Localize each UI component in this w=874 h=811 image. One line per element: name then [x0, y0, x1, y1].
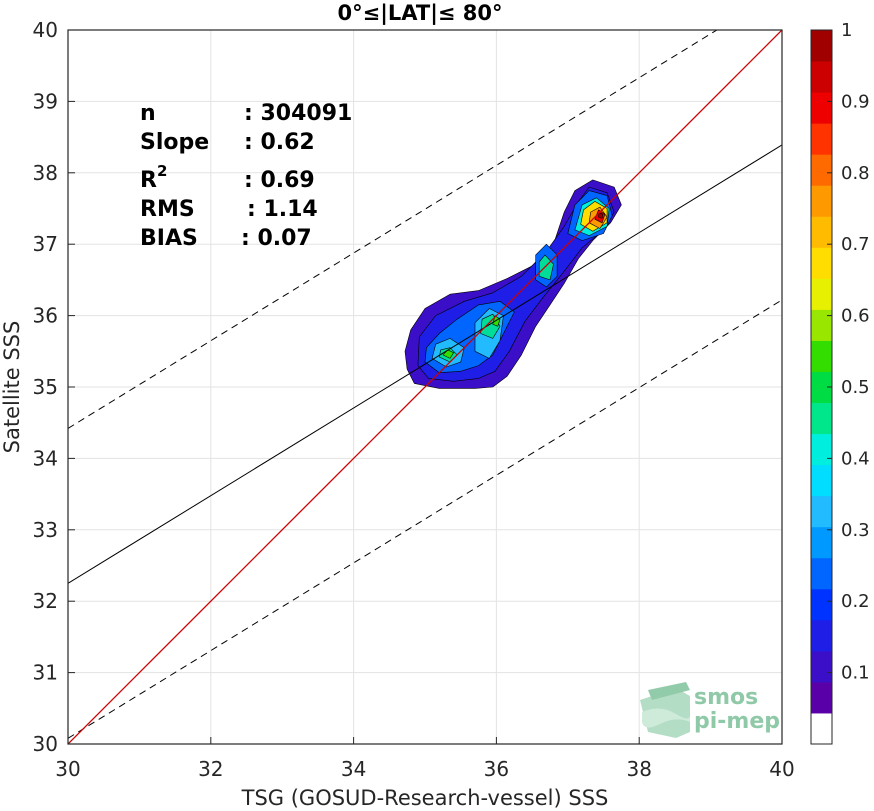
- colorbar-segment: [811, 712, 832, 745]
- stat-bias-value: : 0.07: [241, 226, 312, 251]
- y-tick-label: 40: [33, 18, 58, 42]
- colorbar-tick-label: 0.3: [841, 520, 870, 541]
- colorbar-segment: [811, 433, 832, 466]
- x-tick-label: 32: [198, 757, 223, 781]
- x-axis-label: TSG (GOSUD-Research-vessel) SSS: [241, 786, 609, 810]
- colorbar-segment: [811, 309, 832, 341]
- colorbar-tick-label: 0.5: [841, 377, 870, 398]
- colorbar-tick-label: 0.6: [841, 306, 870, 327]
- identity-line: [68, 30, 782, 744]
- y-tick-label: 36: [33, 304, 58, 328]
- x-axis-ticks: 30 32 34 36 38 40: [55, 737, 795, 781]
- colorbar-segment: [811, 340, 832, 372]
- colorbar-segment: [811, 371, 832, 404]
- x-tick-label: 38: [626, 757, 651, 781]
- upper-bound-line: [68, 30, 718, 429]
- colorbar-segment: [811, 123, 832, 155]
- colorbar-tick-label: 0.2: [841, 591, 870, 612]
- stat-n-label: n: [140, 101, 156, 126]
- colorbar-segment: [811, 61, 832, 93]
- y-axis-label: Satellite SSS: [0, 321, 24, 454]
- colorbar-tick-label: 0.8: [841, 163, 870, 184]
- stat-r2-superscript: 2: [157, 162, 167, 180]
- y-tick-label: 37: [33, 232, 58, 256]
- y-tick-label: 32: [33, 589, 58, 613]
- colorbar-segment: [811, 619, 832, 652]
- regression-line: [68, 144, 782, 584]
- colorbar-ticks: 0.1 0.2 0.3 0.4 0.5 0.6 0.7 0.8 0.9 1: [827, 20, 870, 684]
- stat-r2-value: : 0.69: [244, 168, 315, 193]
- y-axis-ticks: 30 31 32 33 34 35 36 37 38 39 40: [33, 18, 75, 756]
- colorbar-segment: [811, 92, 832, 124]
- colorbar-segment: [811, 154, 832, 186]
- logo-line2: pi-mep: [694, 709, 780, 734]
- colorbar-segment: [811, 650, 832, 683]
- stat-r2-label: R: [140, 168, 157, 193]
- colorbar-tick-label: 0.4: [841, 448, 870, 469]
- colorbar-segment: [811, 216, 832, 248]
- colorbar-segment: [811, 30, 832, 62]
- colorbar-segment: [811, 185, 832, 217]
- colorbar-tick-label: 1: [841, 20, 852, 41]
- stat-slope-label: Slope: [140, 130, 209, 155]
- x-tick-label: 34: [341, 757, 366, 781]
- y-tick-label: 35: [33, 375, 58, 399]
- colorbar-segment: [811, 526, 832, 559]
- colorbar-tick-label: 0.9: [841, 91, 870, 112]
- y-tick-label: 39: [33, 89, 58, 113]
- chart-title: 0°≤|LAT|≤ 80°: [337, 1, 502, 26]
- colorbar: [810, 29, 833, 745]
- colorbar-segment: [811, 495, 832, 528]
- colorbar-segment: [811, 402, 832, 435]
- colorbar-segment: [811, 247, 832, 279]
- x-tick-label: 36: [484, 757, 509, 781]
- density-contour-level: [538, 254, 554, 281]
- colorbar-segment: [811, 278, 832, 310]
- logo-line1: smos: [694, 685, 758, 710]
- reference-lines: [68, 30, 782, 744]
- stat-rms-value: : 1.14: [247, 197, 318, 222]
- y-tick-label: 38: [33, 161, 58, 185]
- y-tick-label: 33: [33, 518, 58, 542]
- stat-bias-label: BIAS: [140, 226, 198, 251]
- colorbar-segment: [811, 557, 832, 590]
- density-contour-level: [598, 212, 604, 219]
- colorbar-segment: [811, 464, 832, 497]
- statistics-text: n : 304091 Slope : 0.62 R 2 : 0.69 RMS :…: [140, 101, 352, 251]
- y-tick-label: 30: [33, 732, 58, 756]
- colorbar-tick-label: 0.1: [841, 663, 870, 684]
- grid-lines: [67, 29, 783, 745]
- y-tick-label: 31: [33, 661, 58, 685]
- smos-pi-mep-logo: smos pi-mep: [640, 682, 780, 738]
- colorbar-segment: [811, 681, 832, 714]
- stat-slope-value: : 0.62: [244, 130, 315, 155]
- stat-n-value: : 304091: [244, 101, 352, 126]
- colorbar-tick-label: 0.7: [841, 234, 870, 255]
- colorbar-segment: [811, 588, 832, 621]
- x-tick-label: 30: [55, 757, 80, 781]
- lower-bound-line: [68, 299, 782, 739]
- logo-wave-icon: [640, 682, 691, 738]
- y-tick-label: 34: [33, 446, 58, 470]
- stat-rms-label: RMS: [140, 197, 195, 222]
- x-tick-label: 40: [769, 757, 794, 781]
